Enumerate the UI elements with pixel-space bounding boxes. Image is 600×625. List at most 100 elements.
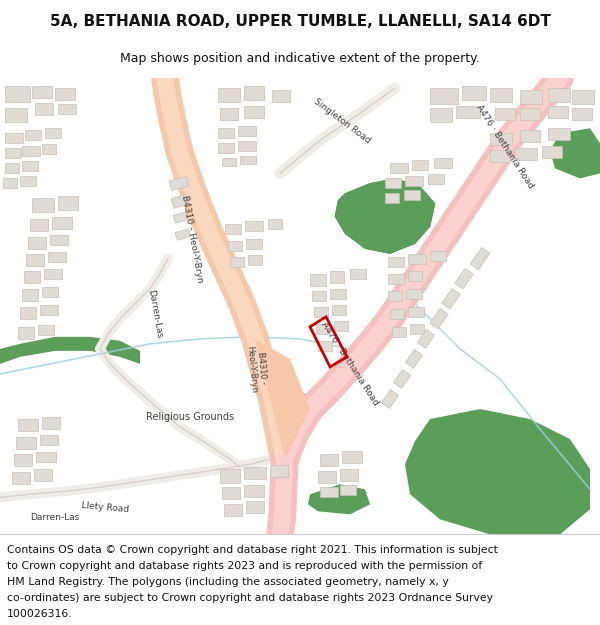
Bar [572, 108, 592, 120]
Bar [340, 469, 358, 481]
Bar [248, 254, 262, 264]
Bar [246, 501, 264, 513]
Bar [5, 148, 21, 158]
Bar [470, 248, 490, 270]
Bar [240, 156, 256, 164]
Bar [548, 88, 570, 102]
Bar [244, 86, 264, 100]
Bar [430, 309, 448, 329]
Bar [225, 224, 241, 234]
Bar [316, 324, 330, 334]
Bar [310, 274, 326, 286]
Bar [388, 291, 402, 301]
Bar [35, 103, 53, 115]
Text: B4310 -
Heol-Y-Bryn: B4310 - Heol-Y-Bryn [245, 344, 269, 394]
Bar [58, 196, 78, 211]
Bar [42, 144, 56, 154]
Bar [490, 151, 510, 162]
Bar [548, 106, 568, 118]
Bar [318, 471, 336, 483]
Bar [18, 327, 34, 339]
Bar [218, 143, 234, 153]
Bar [268, 219, 282, 229]
Bar [24, 271, 40, 282]
Bar [175, 229, 191, 240]
Bar [14, 454, 32, 466]
Bar [462, 86, 486, 100]
Bar [520, 130, 540, 142]
Text: Contains OS data © Crown copyright and database right 2021. This information is : Contains OS data © Crown copyright and d… [7, 545, 498, 555]
Polygon shape [308, 484, 370, 514]
Bar [320, 488, 338, 498]
Bar [455, 268, 473, 289]
Text: to Crown copyright and database rights 2023 and is reproduced with the permissio: to Crown copyright and database rights 2… [7, 561, 482, 571]
Bar [40, 435, 58, 445]
Bar [442, 289, 460, 309]
Bar [408, 307, 424, 317]
Bar [392, 327, 406, 337]
Text: Darren-Las: Darren-Las [146, 289, 164, 339]
Bar [224, 504, 242, 516]
Bar [430, 88, 458, 104]
Polygon shape [550, 128, 600, 178]
Bar [270, 465, 288, 478]
Bar [340, 485, 356, 495]
Bar [490, 88, 512, 102]
Bar [220, 469, 240, 483]
Bar [52, 216, 72, 229]
Bar [245, 221, 263, 231]
Bar [456, 106, 480, 118]
Bar [410, 324, 424, 334]
Bar [218, 88, 240, 102]
Bar [330, 271, 344, 282]
Bar [220, 108, 238, 120]
Bar [412, 161, 428, 171]
Bar [25, 130, 41, 140]
Bar [171, 194, 189, 208]
Bar [22, 289, 38, 301]
Bar [390, 163, 408, 173]
Text: B4310 - Heol-Y-Bryn: B4310 - Heol-Y-Bryn [180, 194, 204, 283]
Text: Singleton Road: Singleton Road [312, 97, 372, 146]
Bar [55, 88, 75, 100]
Bar [520, 108, 540, 120]
Bar [222, 158, 236, 166]
Bar [32, 199, 54, 212]
Bar [548, 128, 570, 140]
Text: A476 · Bethania Road: A476 · Bethania Road [320, 321, 380, 408]
Bar [16, 437, 36, 449]
Bar [350, 269, 366, 279]
Bar [50, 234, 68, 244]
Bar [244, 106, 264, 118]
Text: co-ordinates) are subject to Crown copyright and database rights 2023 Ordnance S: co-ordinates) are subject to Crown copyr… [7, 593, 493, 603]
Bar [18, 419, 38, 431]
Text: 100026316.: 100026316. [7, 609, 73, 619]
Bar [22, 161, 38, 171]
Bar [36, 452, 56, 462]
Bar [334, 321, 348, 331]
Bar [169, 176, 189, 191]
Bar [32, 86, 52, 98]
Bar [3, 178, 17, 188]
Text: Map shows position and indicative extent of the property.: Map shows position and indicative extent… [120, 52, 480, 65]
Bar [430, 108, 452, 122]
Bar [406, 349, 422, 368]
Bar [408, 271, 422, 281]
Bar [5, 86, 30, 103]
Bar [45, 128, 61, 138]
Bar [22, 146, 40, 156]
Bar [244, 468, 266, 479]
Bar [58, 104, 76, 114]
Bar [572, 90, 594, 104]
Bar [388, 257, 404, 267]
Bar [332, 305, 346, 315]
Bar [5, 108, 27, 122]
Bar [48, 252, 66, 262]
Polygon shape [405, 409, 590, 534]
Text: HM Land Registry. The polygons (including the associated geometry, namely x, y: HM Land Registry. The polygons (includin… [7, 577, 449, 587]
Bar [30, 219, 48, 231]
Bar [430, 251, 446, 261]
Bar [318, 341, 332, 351]
Text: A476 · Bethania Road: A476 · Bethania Road [475, 103, 535, 190]
Polygon shape [276, 389, 310, 417]
